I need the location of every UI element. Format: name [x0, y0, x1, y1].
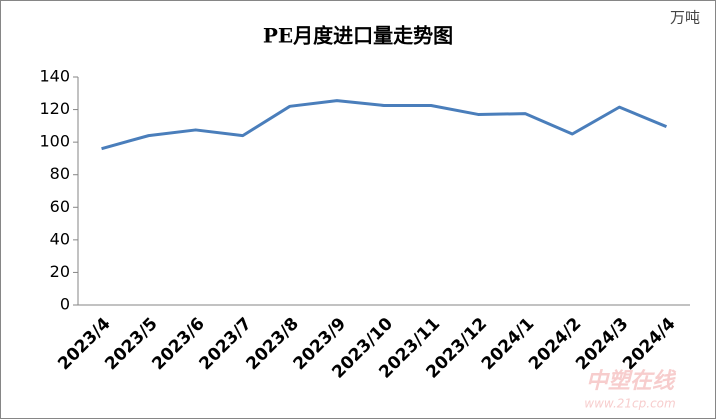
- y-tick-label: 140: [39, 67, 70, 86]
- data-line: [101, 99, 668, 151]
- y-tick-label: 20: [50, 262, 70, 281]
- y-tick-label: 40: [50, 229, 70, 248]
- y-tick-label: 0: [60, 295, 70, 314]
- y-tick-label: 80: [50, 164, 70, 183]
- watermark-url: www.21cp.com: [584, 397, 675, 411]
- chart-title: PE月度进口量走势图: [263, 24, 453, 48]
- watermark: 中塑在线: [586, 369, 677, 394]
- y-tick-label: 120: [39, 99, 70, 118]
- y-tick-label: 60: [50, 197, 70, 216]
- y-tick-label: 100: [39, 132, 70, 151]
- unit-label: 万吨: [670, 9, 700, 27]
